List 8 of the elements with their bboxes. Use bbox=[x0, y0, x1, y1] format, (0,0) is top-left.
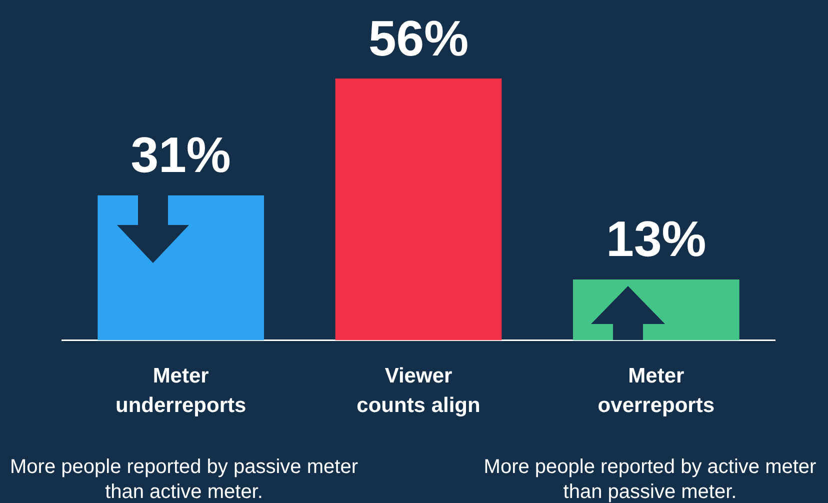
data-label: 56% bbox=[368, 10, 469, 66]
x-tick-label: Meter overreports bbox=[598, 364, 715, 418]
x-tick-label: Viewer counts align bbox=[356, 364, 480, 418]
data-label: 31% bbox=[130, 127, 231, 184]
data-label: 13% bbox=[606, 211, 706, 268]
text: More people reported by active meter than passive meter. bbox=[482, 455, 818, 503]
x-tick-label: Meter underreports bbox=[115, 364, 246, 418]
text: More people reported by passive meter than active meter. bbox=[9, 455, 359, 503]
